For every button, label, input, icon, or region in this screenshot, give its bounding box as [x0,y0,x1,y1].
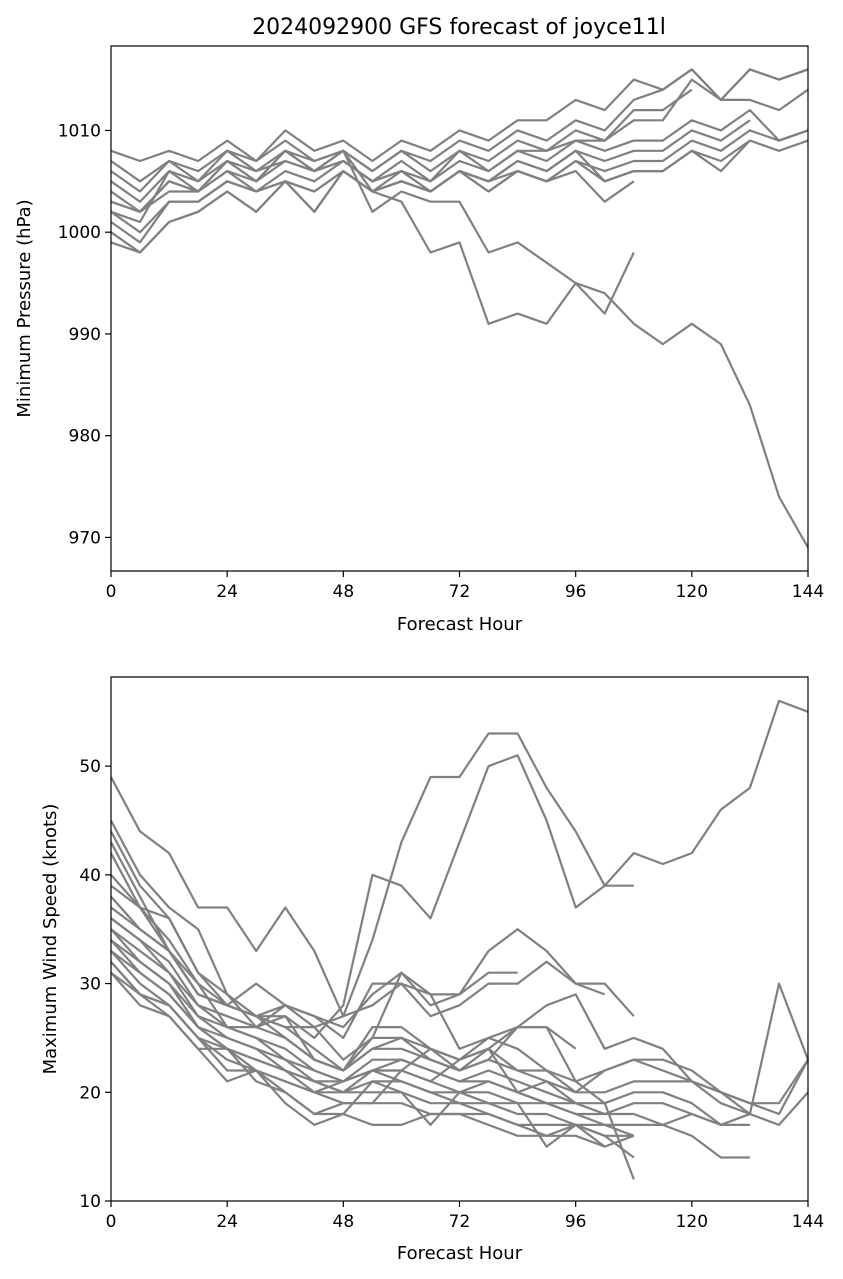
x-tick-label: 48 [333,1212,355,1232]
x-tick-label: 144 [792,1212,824,1232]
x-tick-label: 120 [676,582,708,602]
x-tick-label: 0 [106,1212,117,1232]
series-line-5 [110,852,606,1040]
series-line-3 [110,830,635,1029]
x-tick-label: 96 [565,582,587,602]
series-line-12 [110,170,635,254]
y-tick-label: 20 [79,1083,101,1103]
y-axis-label: Minimum Pressure (hPa) [14,199,35,417]
y-tick-label: 10 [79,1192,101,1212]
y-axis-label: Maximum Wind Speed (knots) [40,804,61,1075]
series-line-13 [110,928,751,1127]
y-tick-label: 30 [79,975,101,995]
x-tick-label: 24 [216,1212,238,1232]
series-line-2 [110,754,634,1040]
x-tick-label: 144 [792,582,824,602]
y-tick-label: 40 [79,866,101,886]
y-tick-label: 50 [79,757,101,777]
x-axis-label: Forecast Hour [397,614,523,635]
series-line-10 [110,917,809,1127]
pressure-panel: 0 24 48 72 96 120 144 970 980 990 1000 1010 Forecast… [14,45,824,635]
x-tick-label: 48 [333,582,355,602]
series-line-4 [110,841,518,1029]
series-line-6 [110,88,693,203]
plot-frame [110,676,809,1202]
series-line-21 [110,961,577,1105]
x-tick-label: 24 [216,582,238,602]
y-tick-label: 980 [69,427,101,447]
series-line-10 [110,139,809,244]
series-line-20 [110,971,635,1180]
x-tick-label: 72 [449,582,471,602]
series-line-1 [110,149,809,549]
series-line-6 [110,874,577,1061]
x-tick-label: 72 [449,1212,471,1232]
series-line-9 [110,129,809,234]
chart-title: 2024092900 GFS forecast of joyce11l [252,15,666,40]
y-tick-label: 1000 [58,223,101,243]
series-line-1 [110,699,809,1018]
x-tick-label: 0 [106,582,117,602]
x-axis-label: Forecast Hour [397,1243,523,1264]
y-tick-label: 970 [69,528,101,548]
y-tick-label: 1010 [58,121,101,141]
y-tick-label: 990 [69,325,101,345]
wind-panel: 0 24 48 72 96 120 144 10 20 30 40 50 Forecast Hour Ma… [40,676,824,1264]
series-line-12 [110,928,751,1127]
x-tick-label: 120 [676,1212,708,1232]
series-line-2 [110,149,635,325]
series-line-16 [110,950,634,1137]
x-tick-label: 96 [565,1212,587,1232]
series-line-7 [110,108,809,213]
